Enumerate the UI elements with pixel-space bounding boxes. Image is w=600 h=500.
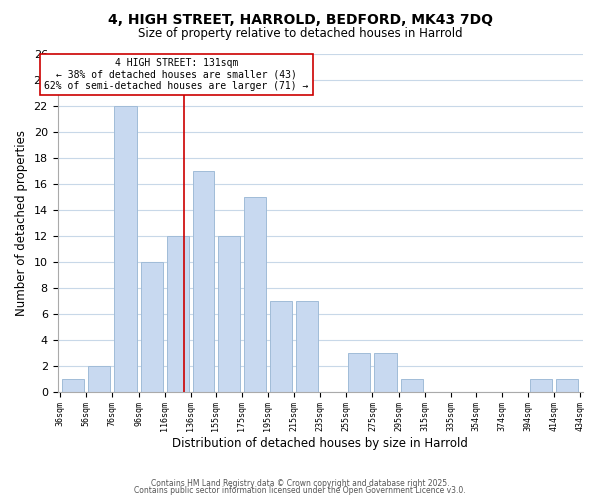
X-axis label: Distribution of detached houses by size in Harrold: Distribution of detached houses by size … [172, 437, 468, 450]
Bar [556, 378, 578, 392]
Bar [88, 366, 110, 392]
Bar [348, 353, 370, 392]
Text: 4 HIGH STREET: 131sqm
← 38% of detached houses are smaller (43)
62% of semi-deta: 4 HIGH STREET: 131sqm ← 38% of detached … [44, 58, 308, 92]
Y-axis label: Number of detached properties: Number of detached properties [15, 130, 28, 316]
Bar [296, 301, 318, 392]
Bar [167, 236, 189, 392]
Text: 4, HIGH STREET, HARROLD, BEDFORD, MK43 7DQ: 4, HIGH STREET, HARROLD, BEDFORD, MK43 7… [107, 12, 493, 26]
Text: Size of property relative to detached houses in Harrold: Size of property relative to detached ho… [137, 28, 463, 40]
Bar [270, 301, 292, 392]
Bar [62, 378, 85, 392]
Text: Contains public sector information licensed under the Open Government Licence v3: Contains public sector information licen… [134, 486, 466, 495]
Text: Contains HM Land Registry data © Crown copyright and database right 2025.: Contains HM Land Registry data © Crown c… [151, 478, 449, 488]
Bar [115, 106, 137, 392]
Bar [193, 171, 214, 392]
Bar [244, 197, 266, 392]
Bar [374, 353, 397, 392]
Bar [218, 236, 240, 392]
Bar [530, 378, 552, 392]
Bar [401, 378, 423, 392]
Bar [140, 262, 163, 392]
